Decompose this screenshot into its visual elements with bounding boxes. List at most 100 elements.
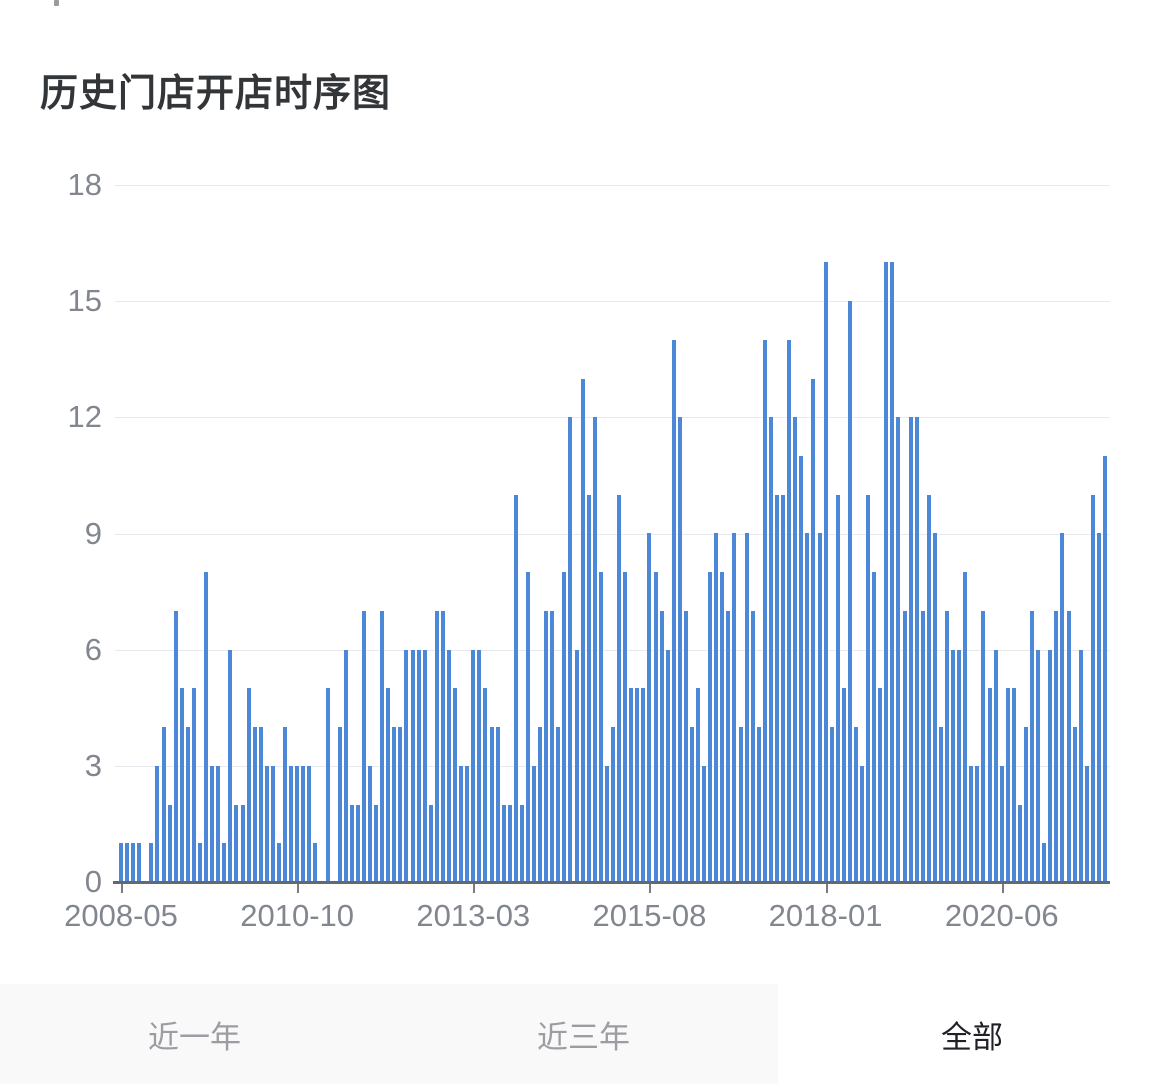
x-axis-label-2013-03: 2013-03 [416, 898, 531, 933]
bar-128 [896, 417, 901, 882]
bar-52 [434, 611, 439, 882]
bar-12 [191, 688, 196, 882]
bar-145 [999, 766, 1004, 882]
bar-65 [513, 495, 518, 882]
bar-101 [732, 533, 737, 882]
bar-119 [841, 688, 846, 882]
bar-105 [756, 727, 761, 882]
bar-77 [586, 495, 591, 882]
bar-95 [696, 688, 701, 882]
bar-140 [969, 766, 974, 882]
bar-82 [617, 495, 622, 882]
bar-115 [817, 533, 822, 882]
bar-23 [258, 727, 263, 882]
chart-title: 历史门店开店时序图 [40, 73, 392, 115]
bar-133 [926, 495, 931, 882]
bar-24 [264, 766, 269, 882]
bar-134 [932, 533, 937, 882]
bar-100 [726, 611, 731, 882]
bar-138 [957, 650, 962, 882]
bar-81 [611, 727, 615, 882]
bar-9 [173, 611, 178, 882]
bar-102 [738, 727, 743, 882]
bar-111 [793, 417, 798, 882]
x-axis-label-2018-01: 2018-01 [768, 898, 883, 933]
bar-87 [647, 533, 652, 882]
bar-56 [459, 766, 464, 882]
x-axis-label-2008-05: 2008-05 [64, 898, 178, 933]
bar-39 [355, 805, 360, 882]
bar-34 [325, 688, 330, 882]
bar-80 [604, 766, 609, 882]
bar-44 [386, 688, 391, 882]
bar-161 [1096, 533, 1101, 882]
bar-142 [981, 611, 986, 882]
bar-19 [234, 805, 239, 882]
bar-118 [835, 495, 840, 882]
bar-120 [847, 301, 852, 882]
bar-78 [592, 417, 597, 882]
bar-108 [774, 495, 779, 882]
bar-96 [702, 766, 707, 882]
bar-116 [823, 262, 828, 882]
bar-156 [1066, 611, 1071, 882]
bar-64 [507, 805, 512, 882]
y-axis-label-9: 9 [84, 515, 102, 551]
y-axis-label-3: 3 [84, 747, 102, 783]
bar-0 [119, 843, 124, 882]
bar-139 [963, 572, 968, 882]
bar-109 [781, 495, 786, 882]
tab-last-year[interactable]: 近一年 [0, 984, 389, 1084]
bar-21 [246, 688, 251, 882]
x-tick-2020-06 [1001, 884, 1004, 893]
bar-136 [945, 611, 950, 882]
bar-73 [562, 572, 567, 882]
bar-11 [185, 727, 190, 882]
bar-121 [853, 727, 858, 882]
bar-130 [908, 417, 913, 882]
bar-50 [422, 650, 427, 882]
bar-68 [532, 766, 537, 882]
bar-41 [368, 766, 373, 882]
x-tick-2013-03 [473, 884, 476, 893]
time-range-tab-bar: 近一年 近三年 全部 [0, 984, 1166, 1084]
bar-74 [568, 417, 573, 882]
x-axis-label-2010-10: 2010-10 [240, 898, 355, 933]
bar-123 [866, 495, 871, 882]
bar-63 [501, 805, 506, 882]
bar-112 [799, 456, 804, 882]
bar-146 [1005, 688, 1010, 882]
bar-10 [179, 688, 184, 882]
bar-126 [884, 262, 889, 882]
bar-3 [137, 843, 142, 882]
bar-131 [914, 417, 919, 882]
bar-88 [653, 572, 658, 882]
gridline-y-12 [115, 417, 1110, 419]
bar-122 [860, 766, 865, 882]
bar-43 [380, 611, 385, 882]
x-tick-2015-08 [649, 884, 652, 893]
bar-32 [313, 843, 318, 882]
x-axis-label-2015-08: 2015-08 [592, 898, 707, 933]
bar-110 [787, 340, 792, 882]
tab-all[interactable]: 全部 [778, 984, 1166, 1084]
bar-55 [453, 688, 458, 882]
bar-27 [283, 727, 288, 882]
bar-129 [902, 611, 907, 882]
bar-60 [483, 688, 488, 882]
bar-61 [489, 727, 494, 882]
tab-last-3-years[interactable]: 近三年 [389, 984, 778, 1084]
y-axis-label-12: 12 [67, 399, 102, 435]
bar-106 [762, 340, 767, 882]
bar-132 [920, 611, 925, 882]
bar-15 [210, 766, 215, 882]
y-axis-label-18: 18 [67, 167, 102, 202]
bar-38 [349, 805, 354, 882]
bar-127 [890, 262, 895, 882]
bar-66 [519, 805, 524, 882]
bar-94 [689, 727, 694, 882]
bar-6 [155, 766, 160, 882]
bar-155 [1060, 533, 1065, 882]
bar-124 [872, 572, 877, 882]
bar-154 [1054, 611, 1059, 882]
